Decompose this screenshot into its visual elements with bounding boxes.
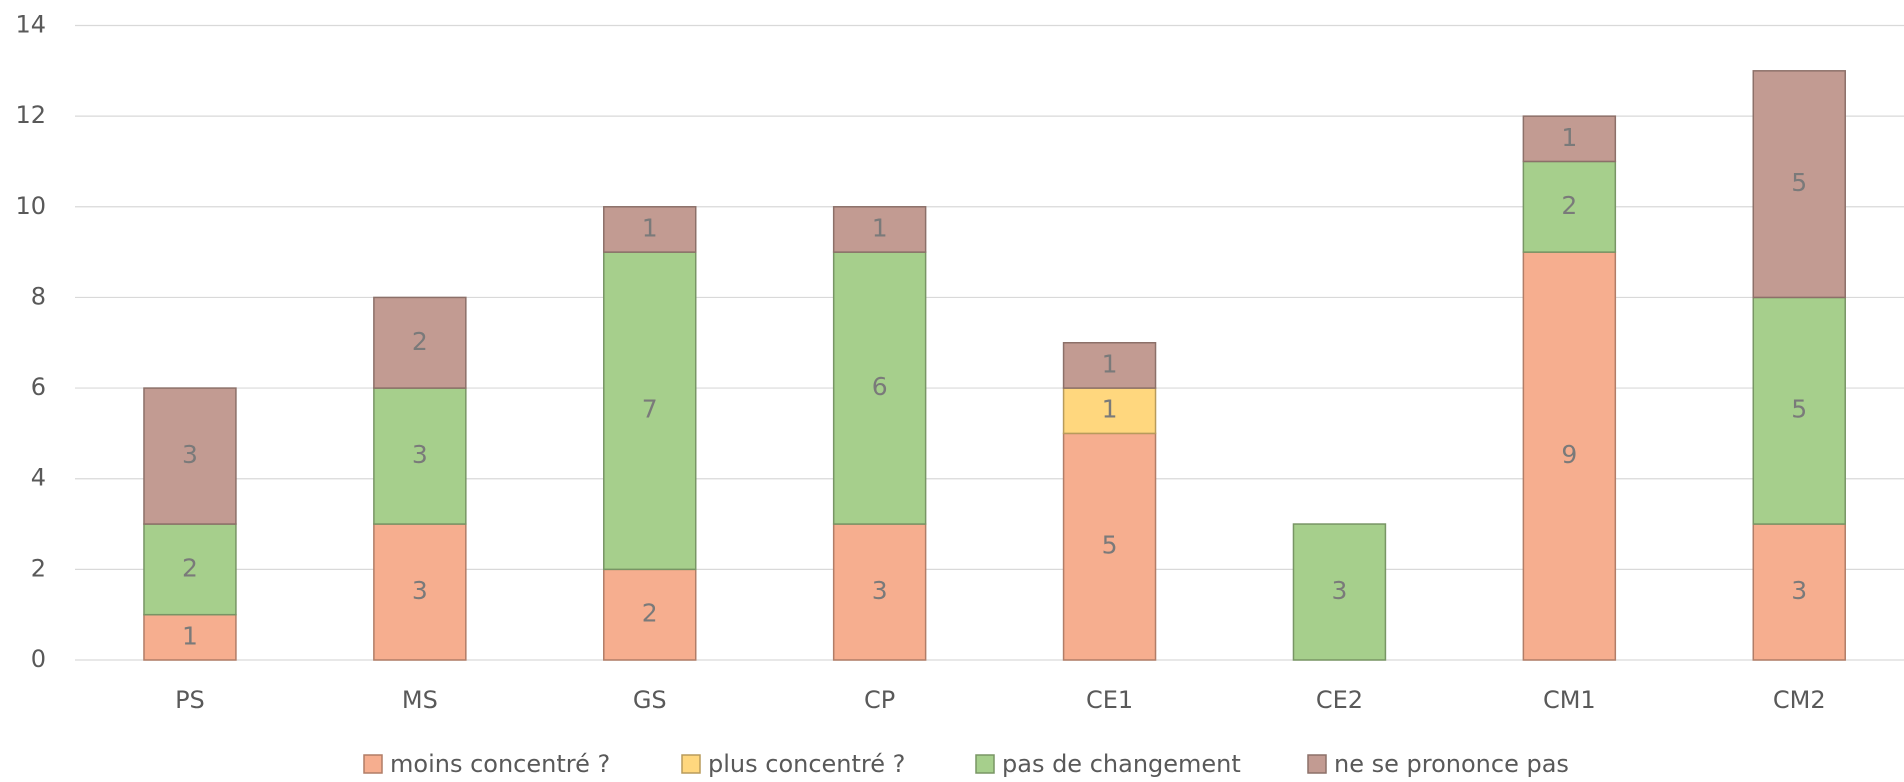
bar-segment (603, 251, 697, 571)
bar-segment (373, 387, 467, 525)
x-tick-label: CM1 (1543, 686, 1596, 714)
bar-segment (1062, 432, 1157, 661)
data-label: 7 (642, 395, 658, 424)
bar-segment (603, 206, 697, 253)
x-tick-label: CM2 (1773, 686, 1826, 714)
data-label: 5 (1102, 531, 1118, 560)
legend-swatch (363, 754, 383, 774)
data-label: 1 (642, 213, 658, 242)
x-tick-label: PS (175, 686, 205, 714)
y-tick-label: 2 (31, 554, 46, 582)
bar-segment (143, 613, 237, 661)
data-label: 9 (1561, 440, 1577, 469)
data-label: 2 (642, 599, 658, 628)
bar-segment (832, 523, 927, 661)
bar-segment (373, 296, 467, 389)
bar-segment (832, 206, 927, 253)
x-tick-label: CP (864, 686, 895, 714)
data-label: 1 (872, 213, 888, 242)
data-label: 3 (182, 440, 198, 469)
bar-segment (1292, 523, 1387, 661)
data-label: 3 (412, 440, 428, 469)
data-label: 1 (182, 621, 198, 650)
bar-segment (1752, 70, 1846, 299)
x-tick-label: GS (633, 686, 667, 714)
x-tick-label: MS (402, 686, 438, 714)
y-tick-label: 14 (15, 11, 46, 39)
data-label: 3 (1331, 576, 1347, 605)
x-tick-label: CE2 (1316, 686, 1363, 714)
legend-swatch (681, 754, 701, 774)
legend-label: moins concentré ? (390, 750, 610, 778)
data-label: 2 (182, 553, 198, 582)
data-label: 2 (1561, 191, 1577, 220)
data-label: 1 (1561, 123, 1577, 152)
y-tick-label: 4 (31, 464, 46, 492)
bar-segment (143, 387, 237, 525)
x-tick-label: CE1 (1086, 686, 1133, 714)
bar-segment (1522, 115, 1617, 163)
legend-label: pas de changement (1002, 750, 1241, 778)
bar-segment (1522, 251, 1617, 661)
data-label: 1 (1102, 395, 1118, 424)
data-label: 5 (1791, 168, 1807, 197)
legend-label: plus concentré ? (708, 750, 905, 778)
y-tick-label: 6 (31, 373, 46, 401)
data-label: 5 (1791, 395, 1807, 424)
bar-segment (1062, 342, 1157, 389)
bar-segment (1522, 160, 1617, 253)
bar-segment (1752, 523, 1846, 661)
legend-label: ne se prononce pas (1334, 750, 1569, 778)
bar-segment (832, 251, 927, 525)
data-label: 3 (1791, 576, 1807, 605)
legend-swatch (975, 754, 995, 774)
data-label: 2 (412, 327, 428, 356)
data-label: 1 (1102, 349, 1118, 378)
data-label: 3 (872, 576, 888, 605)
data-label: 3 (412, 576, 428, 605)
bar-segment (373, 523, 467, 661)
bar-segment (1752, 296, 1846, 525)
y-tick-label: 8 (31, 282, 46, 310)
y-tick-label: 0 (31, 645, 46, 673)
y-tick-label: 12 (15, 101, 46, 129)
y-tick-label: 10 (15, 192, 46, 220)
data-label: 6 (872, 372, 888, 401)
legend-swatch (1307, 754, 1327, 774)
bar-segment (143, 523, 237, 616)
